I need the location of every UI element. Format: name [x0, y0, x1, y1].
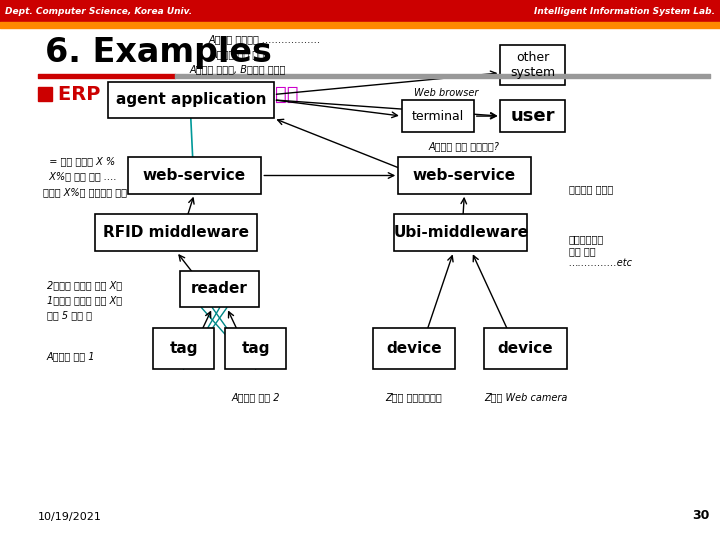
FancyBboxPatch shape [225, 328, 287, 368]
FancyBboxPatch shape [500, 45, 565, 85]
Text: Intelligent Information System Lab.: Intelligent Information System Lab. [534, 6, 715, 16]
Text: A제품의 공정률, B제품의 공정률: A제품의 공정률, B제품의 공정률 [189, 64, 286, 74]
Text: 웹서비스의 연계: 웹서비스의 연계 [210, 84, 299, 104]
Text: 30: 30 [693, 509, 710, 522]
FancyBboxPatch shape [95, 214, 258, 251]
Text: other
system: other system [510, 51, 555, 79]
Text: Web browser: Web browser [414, 88, 479, 98]
Text: A제품의 수주현황 ………………: A제품의 수주현황 ……………… [209, 34, 321, 44]
Text: A제품의 부품 1: A제품의 부품 1 [47, 352, 95, 361]
FancyBboxPatch shape [395, 214, 528, 251]
Text: web-service: web-service [143, 168, 246, 183]
Text: = 현재 공정률 X %: = 현재 공정률 X % [43, 157, 115, 166]
Text: Ubi-middleware: Ubi-middleware [393, 225, 528, 240]
Text: 컨베이어벨트
속도 관리
……………etc: 컨베이어벨트 속도 관리 ……………etc [569, 234, 633, 268]
Text: terminal: terminal [412, 110, 464, 123]
FancyBboxPatch shape [128, 157, 261, 194]
Text: agent application: agent application [115, 92, 266, 107]
Text: RFID middleware: RFID middleware [104, 225, 249, 240]
Text: 6. Examples: 6. Examples [45, 36, 272, 69]
Text: device: device [498, 341, 554, 356]
Text: device: device [386, 341, 442, 356]
Text: Dept. Computer Science, Korea Univ.: Dept. Computer Science, Korea Univ. [5, 6, 192, 16]
FancyBboxPatch shape [180, 271, 259, 307]
Text: web-service: web-service [413, 168, 516, 183]
Text: X%가 공정 완료 ….: X%가 공정 완료 …. [43, 172, 117, 181]
Text: A제품의 판매 전략: A제품의 판매 전략 [211, 49, 265, 59]
FancyBboxPatch shape [398, 157, 531, 194]
FancyBboxPatch shape [500, 100, 565, 132]
FancyBboxPatch shape [485, 328, 567, 368]
Text: ERP system: ERP system [58, 84, 186, 104]
FancyBboxPatch shape [153, 328, 215, 368]
Text: tag: tag [169, 341, 198, 356]
Text: 1단계에 들어간 부품 X개: 1단계에 들어간 부품 X개 [47, 295, 122, 305]
Text: A제품의 부품 2: A제품의 부품 2 [231, 392, 280, 402]
Text: 전체 5 공정 중: 전체 5 공정 중 [47, 310, 92, 320]
Text: A제품의 현재 공정률은?: A제품의 현재 공정률은? [428, 141, 499, 151]
Text: reader: reader [192, 281, 248, 296]
Text: tag: tag [241, 341, 270, 356]
Text: user: user [510, 107, 555, 125]
FancyBboxPatch shape [402, 100, 474, 132]
Bar [38, 87, 52, 101]
Text: 2단계에 들어간 부품 X개: 2단계에 들어간 부품 X개 [47, 280, 122, 290]
Text: 공장관리 시스템: 공장관리 시스템 [569, 184, 613, 194]
Text: Z공장 컨베이어벨트: Z공장 컨베이어벨트 [386, 392, 442, 402]
FancyBboxPatch shape [108, 82, 274, 118]
FancyBboxPatch shape [373, 328, 455, 368]
Text: 10/19/2021: 10/19/2021 [38, 512, 102, 522]
Text: 과 RFID,: 과 RFID, [148, 84, 224, 104]
Text: 부품의 X%가 몇공장에 있고: 부품의 X%가 몇공장에 있고 [43, 187, 127, 197]
Text: Z공장 Web camera: Z공장 Web camera [484, 392, 567, 402]
